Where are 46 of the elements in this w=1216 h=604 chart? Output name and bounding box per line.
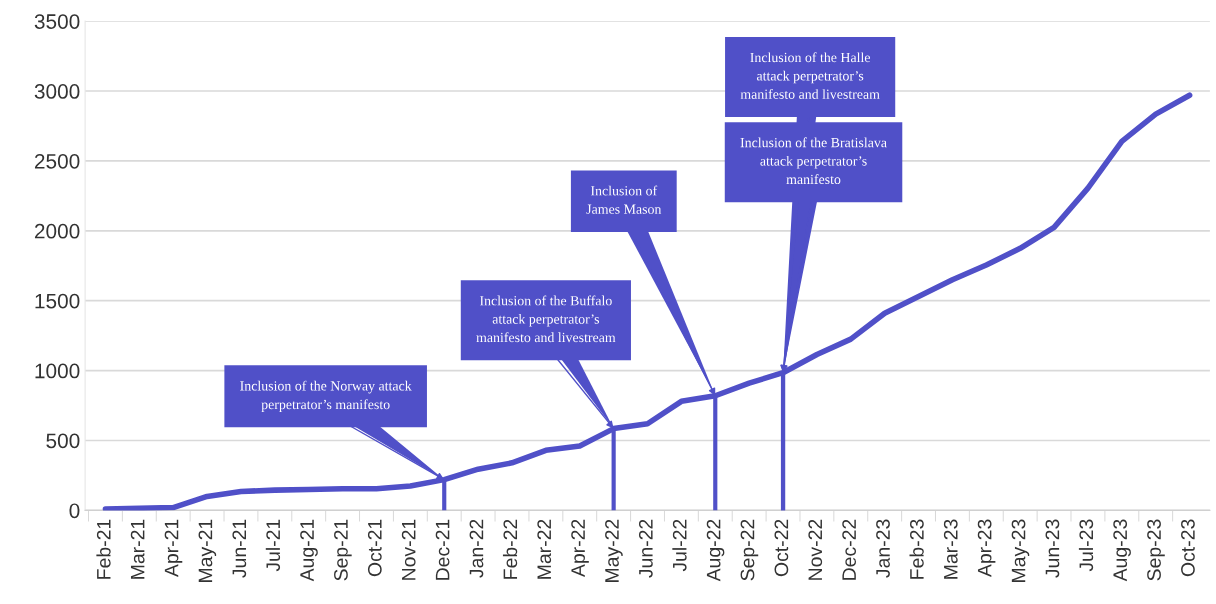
annotation: Inclusion of James Mason	[586, 185, 662, 214]
x-tick-label: Jun-21	[232, 519, 247, 578]
x-tick-label: Feb-23	[909, 519, 924, 579]
x-tick-label: Jun-23	[1045, 519, 1060, 578]
x-tick-label: Jul-22	[672, 519, 687, 572]
x-tick-label: Feb-22	[502, 519, 518, 579]
annotation: Inclusion of the Bratislava attack perpetrator’s manifesto	[740, 137, 887, 185]
x-tick-label: Jul-23	[1078, 519, 1094, 572]
x-tick-label: Sep-22	[740, 519, 759, 581]
x-tick-label: Dec-21	[435, 519, 450, 580]
x-tick-label: May-22	[605, 519, 623, 582]
x-tick-label: Sep-21	[334, 519, 352, 581]
x-tick-label: Oct-23	[1181, 519, 1195, 577]
x-tick-label: Jan-23	[876, 519, 890, 578]
x-tick-label: Aug-22	[706, 519, 725, 582]
y-tick-label: 1500	[35, 293, 80, 309]
x-tick-label: Apr-21	[164, 519, 183, 578]
x-tick-label: Apr-23	[977, 519, 996, 578]
x-tick-label: Oct-22	[774, 519, 789, 577]
y-tick-label: 3000	[34, 84, 80, 99]
annotation: Inclusion of the Buffalo attack perpetrator’s manifesto and livestream	[476, 295, 616, 343]
x-tick-label: Nov-22	[808, 519, 823, 580]
x-tick-label: Dec-22	[842, 519, 857, 580]
y-tick-label: 1000	[35, 363, 80, 379]
x-tick-label: Feb-21	[96, 519, 111, 579]
x-tick-label: Sep-23	[1147, 519, 1165, 581]
annotation: Inclusion of the Norway attack perpetrator’s manifesto	[240, 380, 412, 413]
x-tick-label: Nov-21	[401, 519, 416, 580]
y-tick-label: 3500	[34, 14, 80, 29]
x-tick-label: Jun-22	[638, 519, 653, 578]
annotation: Inclusion of the Halle attack perpetrator’s manifesto and livestream	[740, 52, 880, 99]
x-tick-label: May-23	[1011, 519, 1030, 582]
y-tick-label: 0	[69, 503, 80, 519]
x-tick-label: Jan-22	[469, 519, 484, 578]
y-tick-label: 2000	[34, 223, 80, 239]
x-tick-label: Apr-22	[571, 519, 589, 578]
x-tick-label: Jul-21	[265, 519, 281, 572]
x-tick-label: May-21	[198, 519, 217, 582]
x-tick-label: Mar-22	[537, 519, 552, 579]
y-tick-label: 2500	[34, 153, 80, 169]
x-tick-label: Aug-21	[300, 519, 318, 582]
y-tick-label: 500	[46, 433, 80, 449]
x-tick-label: Mar-23	[943, 519, 958, 579]
x-tick-label: Mar-21	[130, 519, 145, 579]
x-tick-label: Aug-23	[1113, 519, 1131, 582]
x-tick-label: Oct-21	[367, 519, 382, 577]
